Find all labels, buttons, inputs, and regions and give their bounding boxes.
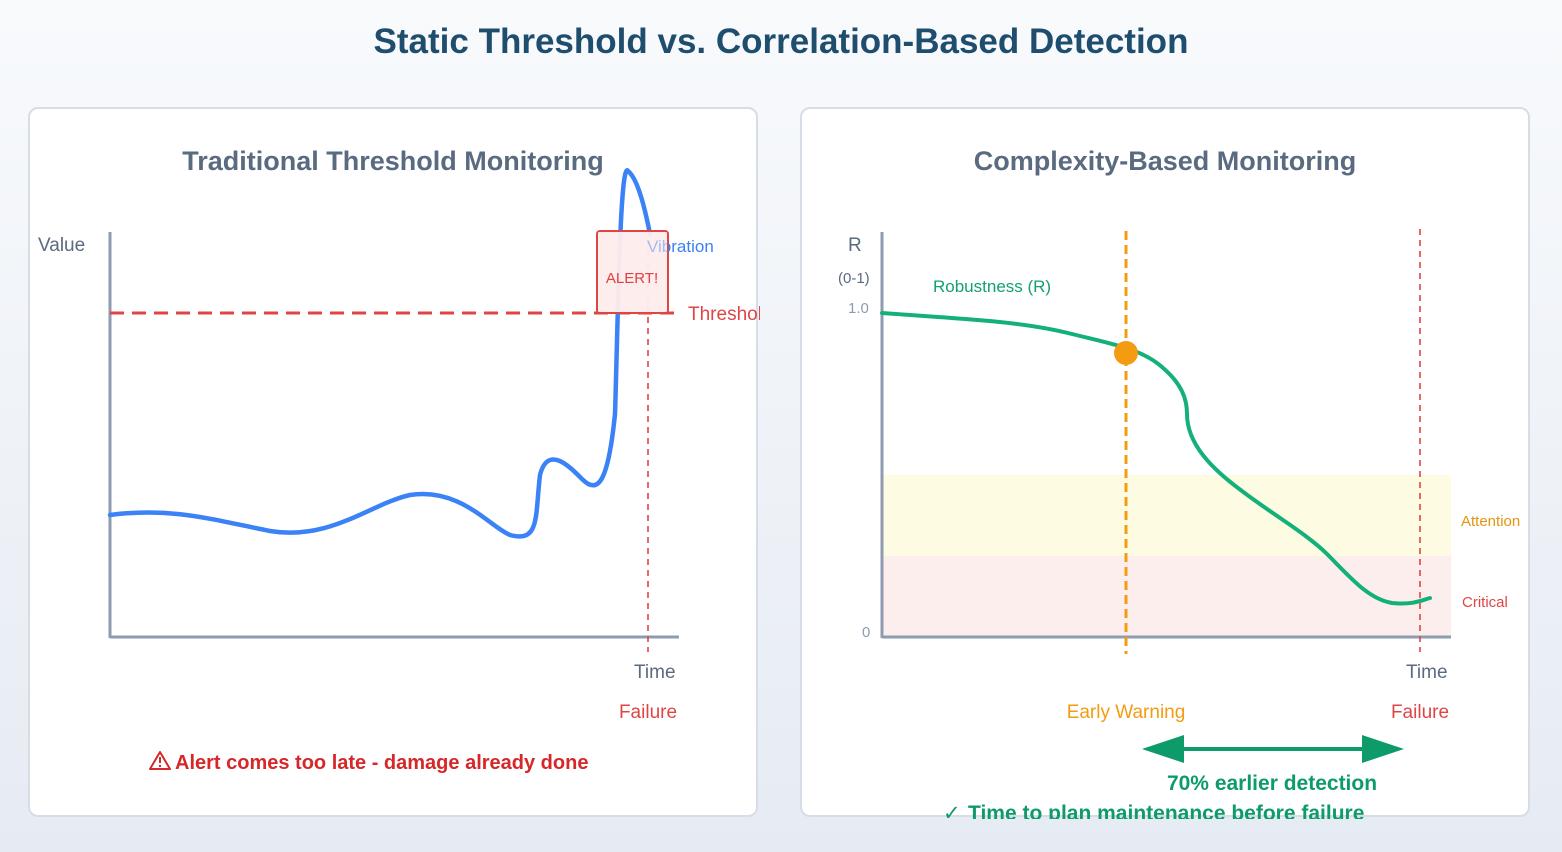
threshold-monitoring-panel: Traditional Threshold Monitoring Value T… — [28, 107, 760, 817]
y-range-label: (0-1) — [838, 270, 870, 287]
x-axis-label: Time — [1406, 662, 1448, 683]
complexity-panel-title: Complexity-Based Monitoring — [973, 146, 1357, 176]
plan-maintenance-text: Time to plan maintenance before failure — [968, 802, 1364, 819]
check-icon: ✓ — [943, 802, 961, 819]
attention-label: Attention — [1461, 513, 1520, 530]
alert-label-front: ALERT! — [606, 270, 658, 287]
complexity-monitoring-panel: Complexity-Based Monitoring Attention Cr… — [800, 107, 1530, 819]
early-warning-label: Early Warning — [1067, 702, 1186, 723]
robustness-label: Robustness (R) — [933, 277, 1051, 296]
early-warning-marker — [1114, 341, 1138, 365]
plan-maintenance-message: ✓ Time to plan maintenance before failur… — [943, 802, 1364, 819]
earlier-detection-text: 70% earlier detection — [1167, 772, 1377, 795]
threshold-label: Threshold — [688, 304, 760, 325]
y-max-label: 1.0 — [848, 300, 869, 317]
robustness-curve — [880, 311, 1432, 606]
lead-time-arrow — [1142, 735, 1404, 763]
y-min-label: 0 — [862, 624, 870, 641]
attention-zone — [883, 475, 1451, 556]
critical-zone — [883, 556, 1451, 637]
critical-label: Critical — [1462, 594, 1508, 611]
x-axis-label: Time — [634, 662, 676, 683]
failure-label: Failure — [1391, 702, 1449, 723]
late-alert-message: Alert comes too late - damage already do… — [149, 751, 588, 774]
y-axis-label: Value — [38, 235, 85, 256]
vibration-curve — [107, 168, 653, 539]
alert-box-overlay — [598, 232, 667, 312]
threshold-chart: Value Time Threshold ALERT! Vibration AL… — [38, 168, 760, 774]
failure-label: Failure — [619, 702, 677, 723]
y-axis-label: R — [848, 235, 862, 256]
threshold-panel-title: Traditional Threshold Monitoring — [182, 146, 604, 176]
late-alert-text: Alert comes too late - damage already do… — [175, 752, 588, 774]
warning-icon — [149, 751, 171, 770]
page-title: Static Threshold vs. Correlation-Based D… — [373, 22, 1189, 61]
robustness-chart: Attention Critical R (0-1) 1.0 0 Time Ro… — [838, 229, 1520, 819]
